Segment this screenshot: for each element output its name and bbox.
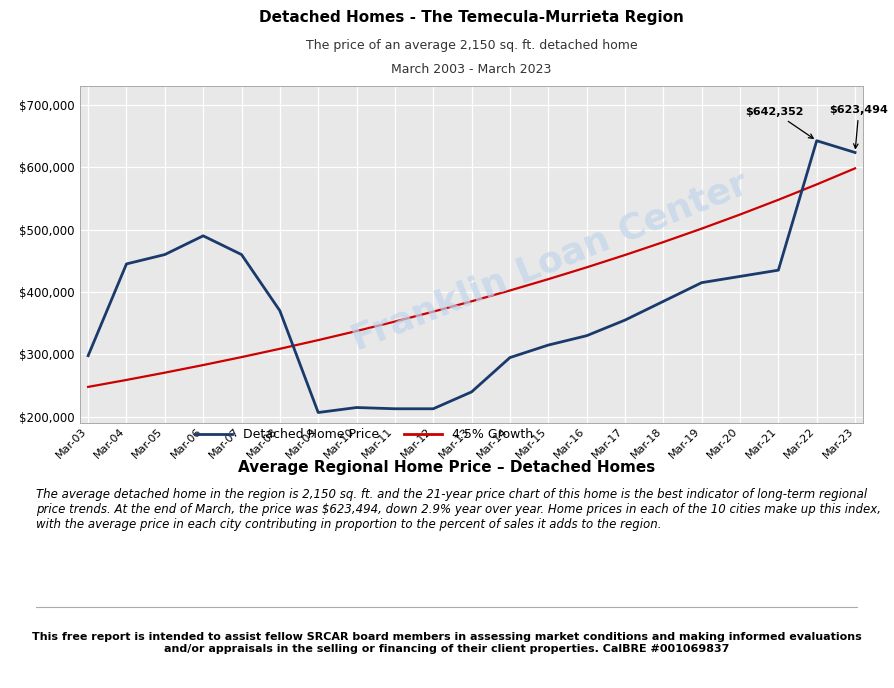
Text: March 2003 - March 2023: March 2003 - March 2023: [392, 63, 552, 76]
Text: $642,352: $642,352: [746, 107, 814, 138]
Text: March 2023: March 2023: [406, 44, 488, 58]
Text: Detached Homes - The Temecula-Murrieta Region: Detached Homes - The Temecula-Murrieta R…: [259, 10, 684, 25]
Text: The Temecula-Murrieta & Corona Regions: The Temecula-Murrieta & Corona Regions: [228, 18, 666, 37]
Text: Franklin Loan Center: Franklin Loan Center: [347, 166, 753, 356]
Text: This free report is intended to assist fellow SRCAR board members in assessing m: This free report is intended to assist f…: [32, 632, 862, 654]
Text: Detached Home Price: Detached Home Price: [243, 428, 379, 440]
Text: 4.5% Growth: 4.5% Growth: [452, 428, 534, 440]
Text: The average detached home in the region is 2,150 sq. ft. and the 21-year price c: The average detached home in the region …: [36, 488, 881, 531]
Text: The price of an average 2,150 sq. ft. detached home: The price of an average 2,150 sq. ft. de…: [306, 39, 637, 52]
Text: Average Regional Home Price – Detached Homes: Average Regional Home Price – Detached H…: [239, 460, 655, 475]
Text: $623,494: $623,494: [830, 105, 889, 149]
